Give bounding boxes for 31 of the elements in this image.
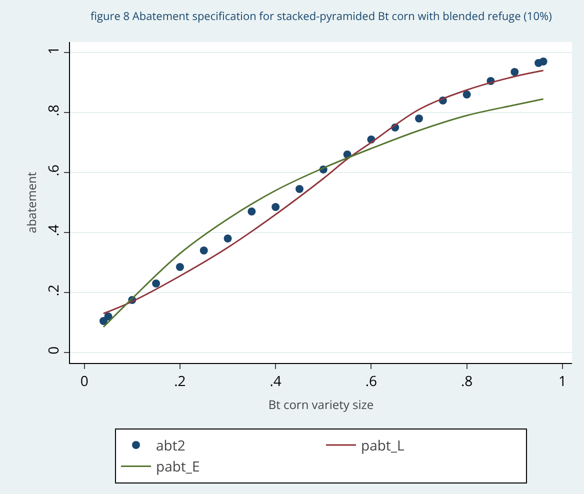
point bbox=[200, 246, 208, 254]
y-tick-label: .6 bbox=[44, 164, 64, 176]
y-axis-title: abatement bbox=[23, 172, 40, 234]
y-tick-label: .8 bbox=[44, 104, 64, 116]
point bbox=[104, 312, 112, 320]
x-tick-label: .8 bbox=[460, 372, 473, 391]
line-series bbox=[102, 98, 544, 328]
x-tick-label: .6 bbox=[365, 372, 378, 391]
point bbox=[462, 90, 471, 98]
point bbox=[224, 234, 232, 242]
x-tick-label: .2 bbox=[174, 372, 186, 391]
y-tick-label: 1 bbox=[44, 46, 64, 54]
x-tick-label: 1 bbox=[558, 372, 566, 391]
x-tick-label: .4 bbox=[270, 372, 282, 391]
point bbox=[510, 68, 519, 76]
x-axis-title: Bt corn variety size bbox=[268, 396, 374, 413]
point bbox=[415, 114, 424, 122]
legend-label: pabt_E bbox=[156, 458, 200, 477]
point bbox=[248, 208, 256, 216]
y-tick-label: 0 bbox=[44, 346, 64, 354]
chart-title: figure 8 Abatement specification for stacked-pyramided Bt corn with blended refuge (10%) bbox=[90, 9, 552, 24]
point bbox=[539, 58, 548, 66]
legend-label: pabt_L bbox=[361, 436, 404, 456]
y-tick-label: .2 bbox=[44, 284, 64, 296]
point bbox=[295, 185, 304, 193]
x-tick-label: 0 bbox=[80, 372, 88, 391]
y-tick-label: .4 bbox=[44, 224, 64, 236]
legend-label: abt2 bbox=[156, 436, 186, 456]
point bbox=[176, 263, 184, 271]
point bbox=[152, 280, 160, 288]
point bbox=[272, 203, 280, 211]
